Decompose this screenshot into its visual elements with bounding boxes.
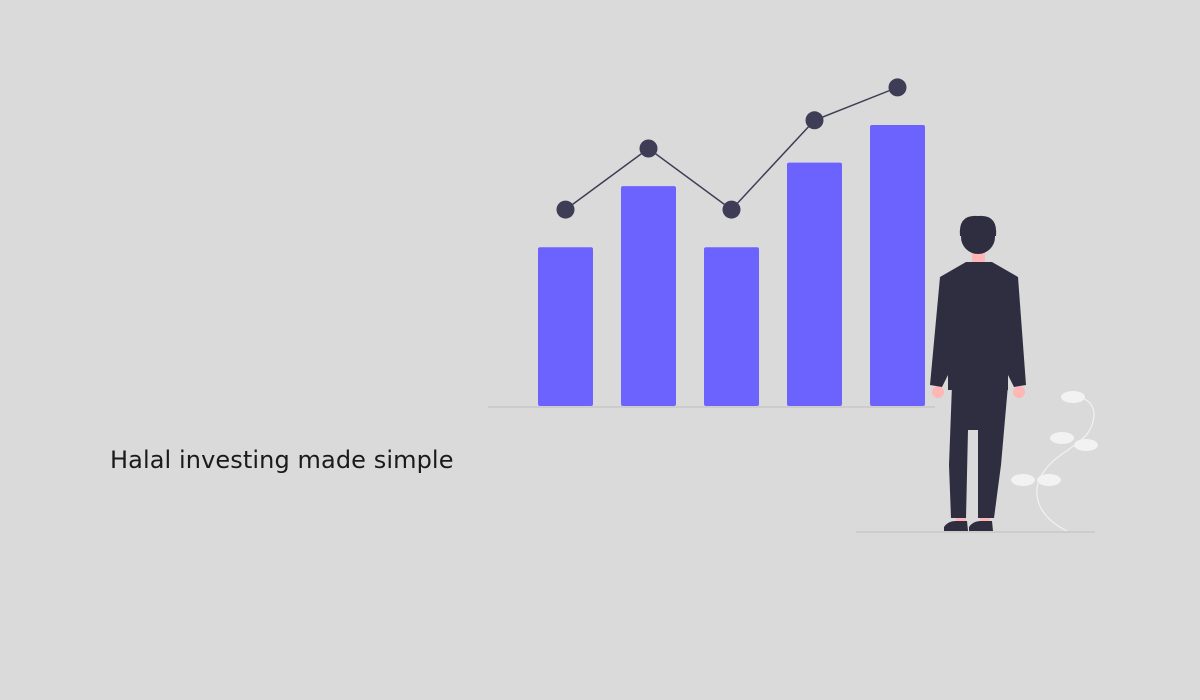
- chart-bar: [704, 247, 759, 406]
- chart-bar: [870, 125, 925, 406]
- plant-leaf: [1074, 439, 1098, 451]
- person-ankle: [980, 516, 990, 524]
- trend-marker: [722, 200, 741, 219]
- person-neck: [972, 252, 985, 262]
- bar-chart-icon: [538, 125, 925, 406]
- trend-marker: [639, 139, 658, 158]
- person-hand: [932, 386, 944, 398]
- person-shoe: [969, 521, 993, 531]
- chart-bar: [538, 247, 593, 406]
- plant-leaf: [1011, 474, 1035, 486]
- person-shoe: [944, 521, 968, 531]
- chart-bar: [621, 186, 676, 406]
- person-torso: [930, 262, 1026, 390]
- trend-markers: [556, 78, 907, 219]
- trend-marker: [805, 111, 824, 130]
- trend-marker: [556, 200, 575, 219]
- trend-marker: [888, 78, 907, 97]
- plant-leaf: [1050, 432, 1074, 444]
- person-legs: [949, 385, 1008, 518]
- plant-stem: [1036, 396, 1095, 532]
- chart-bar: [787, 162, 842, 406]
- plant-leaf: [1037, 474, 1061, 486]
- person-hair: [959, 215, 997, 236]
- plant-leaf: [1061, 391, 1085, 403]
- person-icon: [930, 215, 1026, 531]
- trend-line: [565, 86, 898, 211]
- tagline: Halal investing made simple: [110, 446, 454, 474]
- person-hand: [1013, 386, 1025, 398]
- plant-icon: [1011, 391, 1098, 532]
- person-ankle: [956, 516, 966, 524]
